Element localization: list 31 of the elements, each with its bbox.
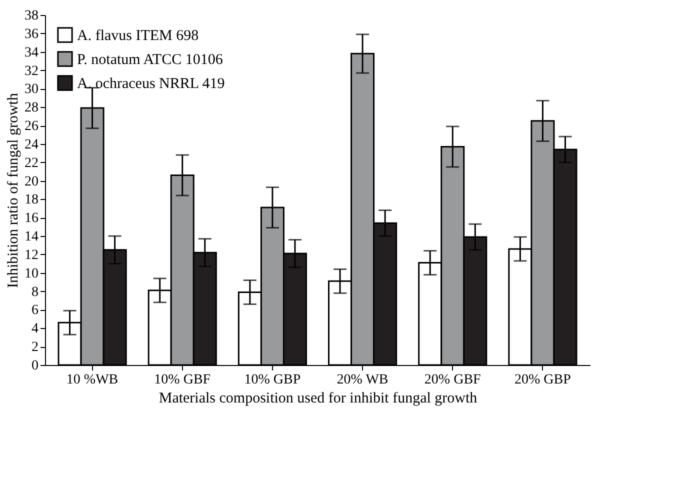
legend-label: A. ochraceus NRRL 419 bbox=[77, 76, 225, 92]
y-tick-label: 36 bbox=[24, 26, 38, 42]
y-tick-label: 8 bbox=[32, 284, 38, 300]
x-tick-label: 10 %WB bbox=[66, 372, 118, 388]
y-tick-label: 6 bbox=[32, 303, 38, 318]
x-tick-label: 20% GBF bbox=[424, 372, 482, 388]
y-tick-label: 0 bbox=[32, 358, 38, 374]
x-tick-label: 20% WB bbox=[336, 372, 388, 388]
y-tick-label: 2 bbox=[32, 340, 38, 356]
y-tick-label: 4 bbox=[32, 322, 38, 337]
y-tick-label: 38 bbox=[24, 8, 38, 24]
y-tick-label: 14 bbox=[24, 230, 38, 245]
x-tick-label: 20% GBP bbox=[514, 372, 572, 388]
y-tick-label: 30 bbox=[24, 82, 38, 98]
y-tick-label: 22 bbox=[24, 156, 38, 171]
x-tick-label: 10% GBP bbox=[244, 372, 301, 388]
y-tick-label: 34 bbox=[24, 45, 38, 60]
x-axis-title: Materials composition used for inhibit fungal growth bbox=[158, 390, 478, 406]
y-tick-label: 16 bbox=[24, 211, 38, 226]
y-tick-label: 20 bbox=[24, 174, 38, 190]
legend-label: P. notatum ATCC 10106 bbox=[77, 52, 224, 68]
x-tick-label: 10% GBF bbox=[154, 372, 211, 388]
y-axis-title: Inhibition ratio of fungal growth bbox=[6, 92, 22, 288]
legend-label: A. flavus ITEM 698 bbox=[77, 28, 199, 44]
y-tick-label: 32 bbox=[24, 64, 38, 79]
y-tick-label: 26 bbox=[24, 119, 38, 134]
y-tick-label: 12 bbox=[24, 248, 38, 263]
y-tick-label: 28 bbox=[24, 100, 38, 116]
y-tick-label: 10 bbox=[24, 266, 38, 282]
y-tick-label: 18 bbox=[24, 192, 38, 208]
y-tick-label: 24 bbox=[24, 137, 38, 152]
